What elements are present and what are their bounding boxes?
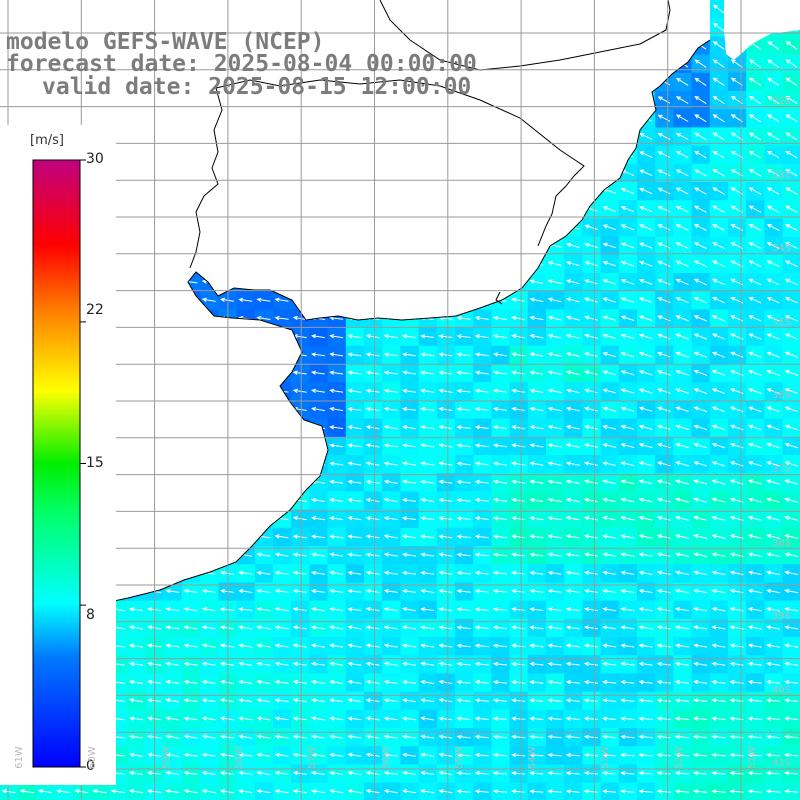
wind-arrow	[767, 41, 780, 50]
longitude-label: 55W	[453, 746, 465, 769]
wind-arrow	[712, 59, 725, 68]
wind-arrow	[712, 41, 725, 50]
wind-arrow	[749, 59, 761, 68]
longitude-label: 53W	[600, 746, 612, 769]
wind-arrow	[712, 22, 725, 32]
longitude-label: 59W	[160, 746, 172, 769]
colorbar-tick-8: 8	[86, 607, 95, 623]
valid-date: valid date: 2025-08-15 12:00:00	[42, 74, 472, 100]
wind-arrow	[785, 59, 798, 68]
longitude-label: 57W	[307, 746, 318, 769]
colorbar-tick-15: 15	[86, 455, 104, 471]
longitude-label: 56W	[380, 746, 392, 769]
latitude-label: 41S	[772, 758, 792, 770]
wind-arrow	[767, 59, 780, 68]
latitude-label: 34S	[772, 243, 792, 255]
latitude-label: 36S	[772, 390, 792, 402]
latitude-label: 33S	[772, 169, 792, 181]
longitude-label: 52W	[673, 746, 685, 769]
longitude-label: 58W	[233, 746, 245, 769]
wind-arrow	[694, 59, 707, 68]
longitude-label: 61W	[13, 746, 25, 769]
latitude-label: 38S	[772, 537, 792, 549]
wind-arrow	[712, 4, 725, 14]
latitude-label: 39S	[772, 611, 792, 623]
latitude-label: 40S	[772, 684, 792, 696]
latitude-label: 37S	[772, 464, 792, 475]
longitude-label: 51W	[746, 746, 758, 769]
wind-arrow	[785, 41, 798, 50]
latitude-label: 32S	[772, 96, 792, 107]
longitude-label: 60W	[87, 746, 99, 769]
colorbar-tick-30: 30	[86, 151, 104, 167]
colorbar-tick-22: 22	[86, 302, 104, 318]
longitude-label: 54W	[526, 746, 538, 769]
colorbar	[32, 159, 81, 768]
latitude-label: 35S	[772, 316, 792, 328]
colorbar-unit: [m/s]	[30, 133, 64, 148]
